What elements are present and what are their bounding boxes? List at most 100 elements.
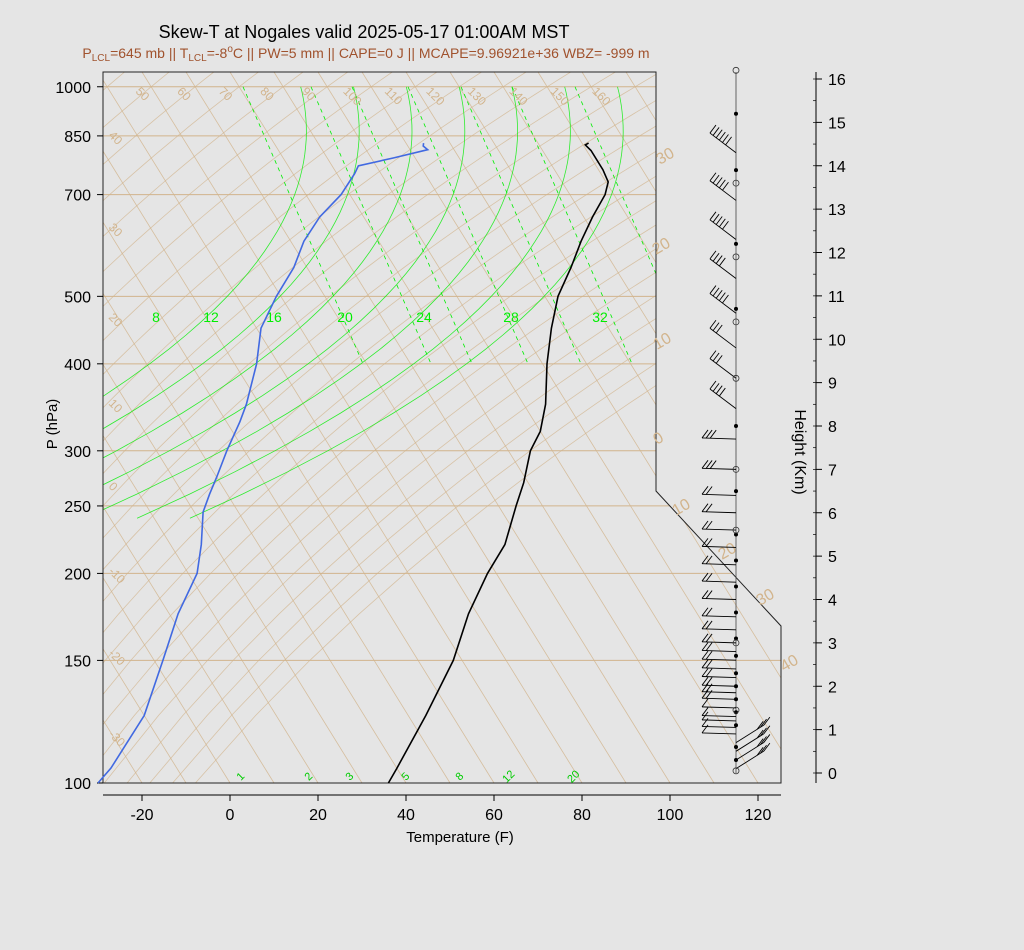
wind-barb (701, 460, 737, 470)
wind-barb-staff (702, 493, 737, 496)
wind-barb-feather (709, 211, 717, 221)
wind-barb (709, 350, 737, 379)
height-tick-label: 10 (828, 332, 846, 349)
dry-adiabat-line (0, 72, 35, 783)
moist-adiabat-label: 16 (266, 309, 282, 325)
wind-barb-feather (705, 620, 713, 630)
isotherm-label: -10 (106, 564, 128, 586)
wind-barb-feather (756, 729, 764, 739)
isotherm-line (103, 72, 231, 783)
wind-barb-staff (702, 691, 737, 694)
x-axis-label: Temperature (F) (406, 829, 514, 846)
wind-barb-feather (701, 486, 709, 495)
dry-adiabat-line (0, 72, 80, 783)
wind-barb-staff (735, 750, 765, 770)
wind-barb (701, 650, 737, 661)
wind-barb-staff (702, 641, 737, 644)
wind-barb (701, 555, 737, 566)
wind-barb-feather (763, 734, 771, 743)
p-tick-label: 150 (64, 653, 91, 670)
dry-adiabat-line (103, 72, 781, 783)
wind-barb-feather (715, 255, 723, 264)
isotherm-line (185, 72, 627, 783)
height-marker-open (732, 706, 740, 714)
wind-barb-feather (715, 290, 723, 299)
isotherm-line (934, 72, 1024, 783)
mixing-ratio-line (407, 86, 529, 364)
wind-barb-staff (709, 258, 737, 279)
p-tick-label: 200 (64, 566, 91, 583)
wind-barb-feather (712, 174, 720, 184)
height-tick-label: 6 (828, 506, 837, 523)
moist-adiabat-label: 24 (416, 309, 432, 325)
height-marker-filled (734, 241, 738, 246)
wind-barb-feather (725, 136, 732, 146)
wind-barb-feather (701, 620, 709, 630)
wind-barb-feather (715, 385, 723, 394)
wind-barb-feather (760, 718, 767, 728)
wind-barb-staff (702, 684, 737, 687)
isotherm-label: 0 (651, 429, 667, 448)
wind-barb (735, 725, 771, 752)
wind-barb-staff (702, 467, 737, 470)
wind-barb-staff (702, 658, 737, 661)
dry-adiabat-line (103, 72, 527, 783)
dry-adiabat-line (103, 72, 393, 783)
isotherm-label: 140 (506, 84, 530, 108)
height-marker-filled (734, 653, 738, 658)
wind-barb-feather (722, 134, 729, 143)
height-marker-filled (734, 636, 738, 641)
wind-barb-feather (705, 651, 713, 660)
wind-barb-staff (702, 545, 737, 548)
x-tick-label: 120 (745, 807, 772, 824)
wind-barb (701, 607, 737, 618)
isotherm-line (103, 72, 319, 783)
wind-barb-feather (709, 429, 717, 439)
isotherm-label: 30 (106, 220, 126, 240)
wind-barb-feather (763, 725, 771, 735)
wind-barb-feather (712, 213, 720, 223)
wind-barb-staff (702, 563, 737, 566)
wind-barb-staff (709, 180, 737, 201)
isotherm-line (103, 72, 495, 783)
height-tick-label: 9 (828, 376, 837, 393)
dry-adiabat-line (103, 72, 482, 783)
wind-barb-feather (709, 285, 717, 294)
height-marker-filled (734, 532, 738, 537)
isotherm-line (141, 72, 583, 783)
wind-barb-feather (701, 572, 709, 582)
wind-barb-staff (702, 437, 737, 440)
wind-barb-staff (709, 388, 737, 410)
wind-barb-staff (702, 511, 737, 514)
height-tick-label: 2 (828, 679, 837, 696)
wind-barb-feather (712, 383, 720, 392)
isotherm-line (103, 72, 363, 783)
wind-barb-feather (760, 727, 767, 737)
wind-barb-feather (709, 319, 717, 329)
wind-barb-feather (760, 744, 767, 754)
height-marker-open (732, 639, 740, 647)
height-tick-label: 16 (828, 72, 846, 89)
wind-barb-feather (705, 659, 713, 669)
isotherm-line (103, 72, 275, 783)
moist-adiabat-line (103, 86, 413, 519)
height-marker-filled (734, 744, 738, 749)
wind-barb (701, 642, 737, 652)
height-marker-open (732, 66, 740, 74)
height-tick-label: 13 (828, 202, 846, 219)
wind-barb-feather (712, 352, 720, 362)
wind-barb-staff (702, 715, 737, 718)
wind-barb (701, 538, 737, 548)
height-marker-open (732, 318, 740, 326)
wind-barb-feather (701, 633, 709, 643)
height-tick-label: 14 (828, 159, 846, 176)
wind-barb-feather (712, 322, 720, 331)
wind-barb-feather (705, 633, 713, 643)
wind-barb-feather (715, 324, 723, 334)
isotherm-label: 30 (754, 586, 778, 610)
wind-barb-feather (701, 520, 709, 530)
isotherm-label: 120 (423, 84, 447, 108)
wind-barb (709, 172, 737, 201)
isotherm-label: 20 (650, 235, 674, 259)
isotherm-label: 10 (651, 330, 675, 354)
